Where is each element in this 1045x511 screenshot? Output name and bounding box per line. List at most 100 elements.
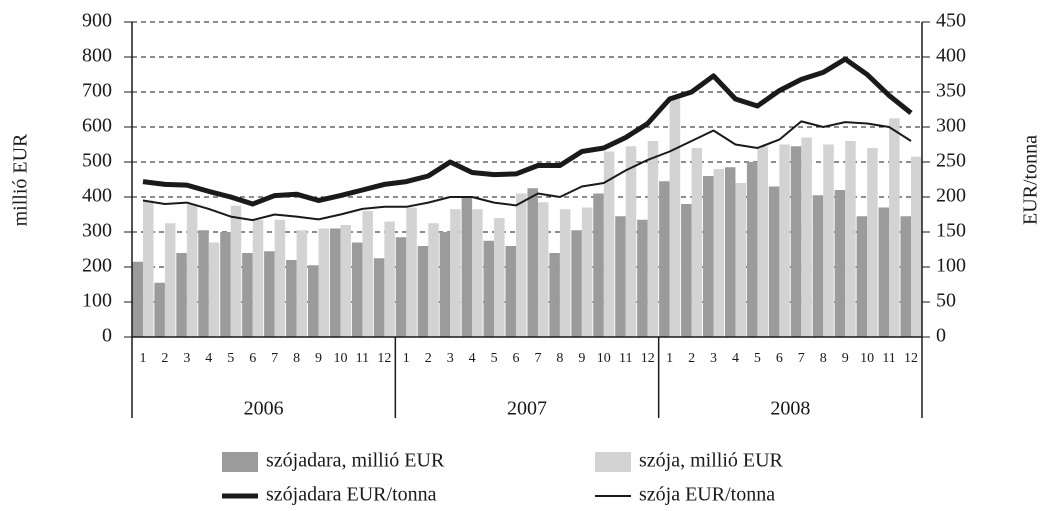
bar	[889, 118, 900, 337]
bar	[154, 282, 165, 337]
y2-tick-label: 450	[936, 10, 966, 32]
bar	[834, 190, 846, 337]
y2-tick-label: 200	[936, 185, 966, 207]
x-tick-label: 7	[534, 351, 541, 366]
x-tick-label: 12	[904, 351, 918, 366]
bar	[571, 230, 582, 337]
x-tick-label: 8	[820, 351, 827, 366]
bar	[384, 221, 395, 337]
bar	[307, 265, 319, 337]
legend-label: szója EUR/tonna	[639, 484, 775, 506]
bar	[637, 219, 648, 337]
y-tick-label: 700	[82, 80, 112, 102]
bar	[812, 195, 824, 337]
bar	[318, 228, 330, 337]
y2-tick-label: 0	[936, 325, 946, 347]
bar	[878, 207, 890, 337]
bar	[274, 219, 286, 337]
x-tick-label: 3	[710, 351, 717, 366]
bar	[713, 169, 725, 337]
bar	[900, 216, 912, 337]
x-tick-label: 7	[271, 351, 278, 366]
bar	[625, 146, 637, 337]
x-tick-label: 10	[333, 351, 347, 366]
bar	[790, 146, 802, 337]
legend-swatch	[595, 452, 631, 472]
bar	[647, 141, 659, 337]
bar	[494, 218, 505, 337]
bar	[461, 197, 473, 337]
y2-tick-label: 100	[936, 255, 966, 277]
x-tick-label: 8	[293, 351, 300, 366]
bar	[505, 246, 517, 337]
y2-tick-label: 50	[936, 290, 956, 312]
bar	[801, 137, 812, 337]
bar	[142, 200, 154, 337]
bar	[483, 240, 495, 337]
bar	[406, 207, 417, 337]
bar	[735, 183, 747, 337]
x-tick-label: 5	[227, 351, 234, 366]
x-tick-label: 4	[469, 351, 476, 366]
y-tick-label: 500	[82, 150, 112, 172]
x-tick-label: 11	[356, 351, 369, 366]
bar	[724, 167, 736, 337]
x-tick-label: 12	[377, 351, 391, 366]
y-tick-label: 600	[82, 115, 112, 137]
y-tick-label: 300	[82, 220, 112, 242]
y-tick-label: 0	[102, 325, 112, 347]
x-tick-label: 9	[315, 351, 322, 366]
year-label: 2006	[244, 398, 284, 420]
y-axis-label: millió EUR	[10, 133, 32, 226]
bar	[450, 209, 461, 337]
bar	[779, 144, 790, 337]
bar	[472, 209, 483, 337]
x-tick-label: 3	[447, 351, 454, 366]
x-tick-label: 2	[425, 351, 432, 366]
x-tick-label: 12	[641, 351, 655, 366]
bar	[164, 223, 176, 337]
bar	[252, 219, 264, 337]
bar	[559, 209, 571, 337]
bar	[264, 251, 275, 337]
bar	[581, 207, 593, 337]
bar	[527, 188, 538, 337]
x-tick-label: 10	[860, 351, 874, 366]
legend-label: szójadara EUR/tonna	[266, 484, 437, 506]
bar	[593, 193, 604, 337]
y-tick-label: 400	[82, 185, 112, 207]
y-tick-label: 200	[82, 255, 112, 277]
x-tick-label: 3	[183, 351, 190, 366]
bar	[362, 211, 373, 337]
x-tick-label: 4	[732, 351, 739, 366]
y-tick-label: 800	[82, 45, 112, 67]
y2-tick-label: 250	[936, 150, 966, 172]
x-tick-label: 2	[161, 351, 168, 366]
x-tick-label: 5	[491, 351, 498, 366]
bar	[537, 202, 549, 337]
bar	[439, 232, 451, 337]
bar	[220, 232, 231, 337]
bar	[373, 258, 385, 337]
bar	[845, 141, 856, 337]
bar	[428, 223, 439, 337]
year-label: 2008	[770, 398, 810, 420]
x-tick-label: 6	[513, 351, 520, 366]
bar	[911, 156, 922, 337]
bar	[746, 162, 758, 337]
bar	[516, 193, 527, 337]
x-tick-label: 5	[754, 351, 761, 366]
y2-tick-label: 150	[936, 220, 966, 242]
bar	[691, 148, 703, 337]
bar	[757, 146, 768, 337]
y-tick-label: 900	[82, 10, 112, 32]
x-tick-label: 1	[666, 351, 673, 366]
x-tick-label: 1	[139, 351, 146, 366]
bar	[681, 204, 692, 337]
x-tick-label: 11	[619, 351, 632, 366]
legend-label: szójadara, millió EUR	[266, 450, 445, 472]
year-label: 2007	[507, 398, 547, 420]
bar	[669, 99, 681, 337]
bar	[176, 253, 187, 337]
